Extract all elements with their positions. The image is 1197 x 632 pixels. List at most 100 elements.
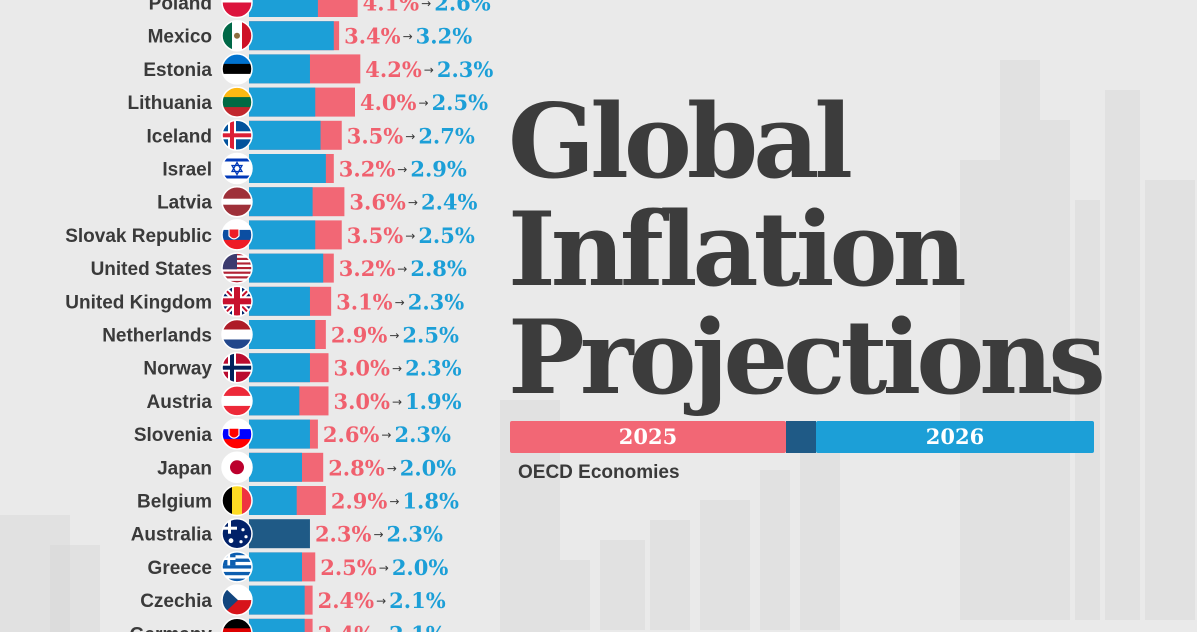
chart-row: Netherlands 2.9% → 2.5%: [102, 318, 459, 351]
bg-deco-bar: [650, 520, 690, 630]
value-2026-label: 2.0%: [400, 455, 457, 480]
greece-flag-icon: [221, 551, 253, 583]
value-2025-label: 3.0%: [334, 356, 391, 381]
legend-equal-swatch: [786, 421, 816, 453]
arrow-icon: →: [376, 594, 386, 608]
bar-2026: [249, 585, 305, 615]
title-line-3: Projections: [508, 298, 1106, 418]
value-2026-label: 2.9%: [410, 157, 467, 182]
country-label: United Kingdom: [65, 292, 212, 313]
iceland-flag-icon: [221, 119, 253, 152]
value-2026-label: 2.5%: [402, 323, 459, 348]
arrow-icon: →: [419, 96, 429, 110]
chart-row: Australia 2.3% → 2.3%: [131, 517, 444, 550]
chart-row: Latvia 3.6% → 2.4%: [157, 185, 477, 218]
bar-2026: [249, 0, 318, 17]
value-2026-label: 2.0%: [392, 555, 449, 580]
value-2025-label: 4.1%: [363, 0, 420, 16]
value-2025-label: 4.0%: [360, 90, 417, 115]
chart-row: Austria 3.0% → 1.9%: [147, 385, 462, 417]
title-line-2: Inflation: [508, 190, 967, 310]
country-label: Greece: [148, 558, 212, 579]
bg-deco-bar: [50, 545, 100, 632]
bar-equal: [249, 519, 310, 549]
bg-deco-bar: [800, 430, 840, 630]
chart-row: Slovenia 2.6% → 2.3%: [134, 418, 451, 450]
lithuania-flag-icon: [221, 86, 253, 118]
legend-2025-swatch: 2025: [510, 421, 786, 453]
bar-2026: [249, 21, 334, 51]
chart-row: Greece 2.5% → 2.0%: [148, 551, 449, 583]
bar-2026: [249, 87, 316, 117]
country-label: Israel: [162, 160, 212, 181]
value-2026-label: 2.7%: [418, 123, 475, 148]
chart-row: United States 3.2% → 2.8%: [91, 252, 467, 284]
arrow-icon: →: [389, 329, 399, 343]
value-2025-label: 2.4%: [318, 621, 375, 632]
bar-2026: [249, 54, 310, 84]
chart-row: Japan 2.8% → 2.0%: [157, 451, 457, 484]
country-label: Norway: [143, 359, 212, 380]
mexico-flag-icon: [221, 19, 253, 52]
value-2026-label: 2.3%: [405, 356, 462, 381]
country-label: Estonia: [143, 60, 212, 81]
united-states-flag-icon: [221, 252, 253, 284]
country-label: United States: [91, 259, 212, 280]
value-2025-label: 2.4%: [318, 588, 375, 613]
bar-2026: [249, 618, 305, 632]
norway-flag-icon: [221, 351, 253, 384]
country-label: Netherlands: [102, 326, 212, 347]
value-2025-label: 2.9%: [331, 489, 388, 514]
arrow-icon: →: [379, 561, 389, 575]
value-2026-label: 2.1%: [389, 621, 446, 632]
bg-deco-bar: [600, 540, 645, 630]
country-label: Germany: [130, 624, 213, 632]
chart-row: Estonia 4.2% → 2.3%: [143, 53, 494, 85]
arrow-icon: →: [405, 229, 415, 243]
country-label: Iceland: [147, 126, 212, 147]
bar-2026: [249, 120, 321, 150]
value-2026-label: 2.6%: [434, 0, 491, 16]
chart-row: Czechia 2.4% → 2.1%: [140, 584, 446, 616]
bg-deco-bar: [760, 470, 790, 630]
value-2026-label: 2.3%: [387, 522, 444, 547]
inflation-bar-chart: Poland 4.1% → 2.6%Mexico 3.4% → 3.2%Estonia 4.2…: [65, 0, 494, 632]
chart-row: Iceland 3.5% → 2.7%: [147, 119, 475, 152]
arrow-icon: →: [392, 395, 402, 409]
chart-row: Poland 4.1% → 2.6%: [149, 0, 491, 19]
bg-deco-bar: [1145, 180, 1195, 620]
bar-2026: [249, 253, 324, 283]
arrow-icon: →: [376, 627, 386, 632]
value-2026-label: 2.5%: [418, 223, 475, 248]
value-2025-label: 3.5%: [347, 123, 404, 148]
value-2026-label: 3.2%: [416, 24, 473, 49]
value-2025-label: 2.8%: [328, 455, 385, 480]
legend-2025-label: 2025: [618, 424, 678, 449]
country-label: Japan: [157, 458, 212, 479]
bg-deco-bar: [700, 500, 750, 630]
chart-row: Lithuania 4.0% → 2.5%: [128, 86, 489, 118]
arrow-icon: →: [424, 63, 434, 77]
bar-2026: [249, 154, 326, 183]
netherlands-flag-icon: [221, 318, 253, 351]
country-label: Australia: [131, 525, 213, 546]
value-2025-label: 3.6%: [349, 190, 406, 215]
japan-flag-icon: [221, 451, 253, 484]
value-2026-label: 2.3%: [394, 422, 451, 447]
value-2026-label: 1.8%: [402, 489, 459, 514]
legend-2026-label: 2026: [925, 424, 985, 449]
arrow-icon: →: [421, 0, 431, 11]
bar-2026: [249, 187, 313, 217]
value-2026-label: 2.8%: [410, 256, 467, 281]
arrow-icon: →: [373, 528, 383, 542]
value-2026-label: 2.3%: [437, 57, 494, 82]
arrow-icon: →: [392, 362, 402, 376]
bg-deco-bar: [1075, 200, 1100, 620]
germany-flag-icon: [221, 617, 253, 632]
country-label: Mexico: [148, 27, 212, 48]
czechia-flag-icon: [221, 584, 253, 616]
chart-row: Germany 2.4%→2.1%: [130, 617, 446, 632]
value-2026-label: 2.5%: [432, 90, 489, 115]
arrow-icon: →: [395, 295, 405, 309]
